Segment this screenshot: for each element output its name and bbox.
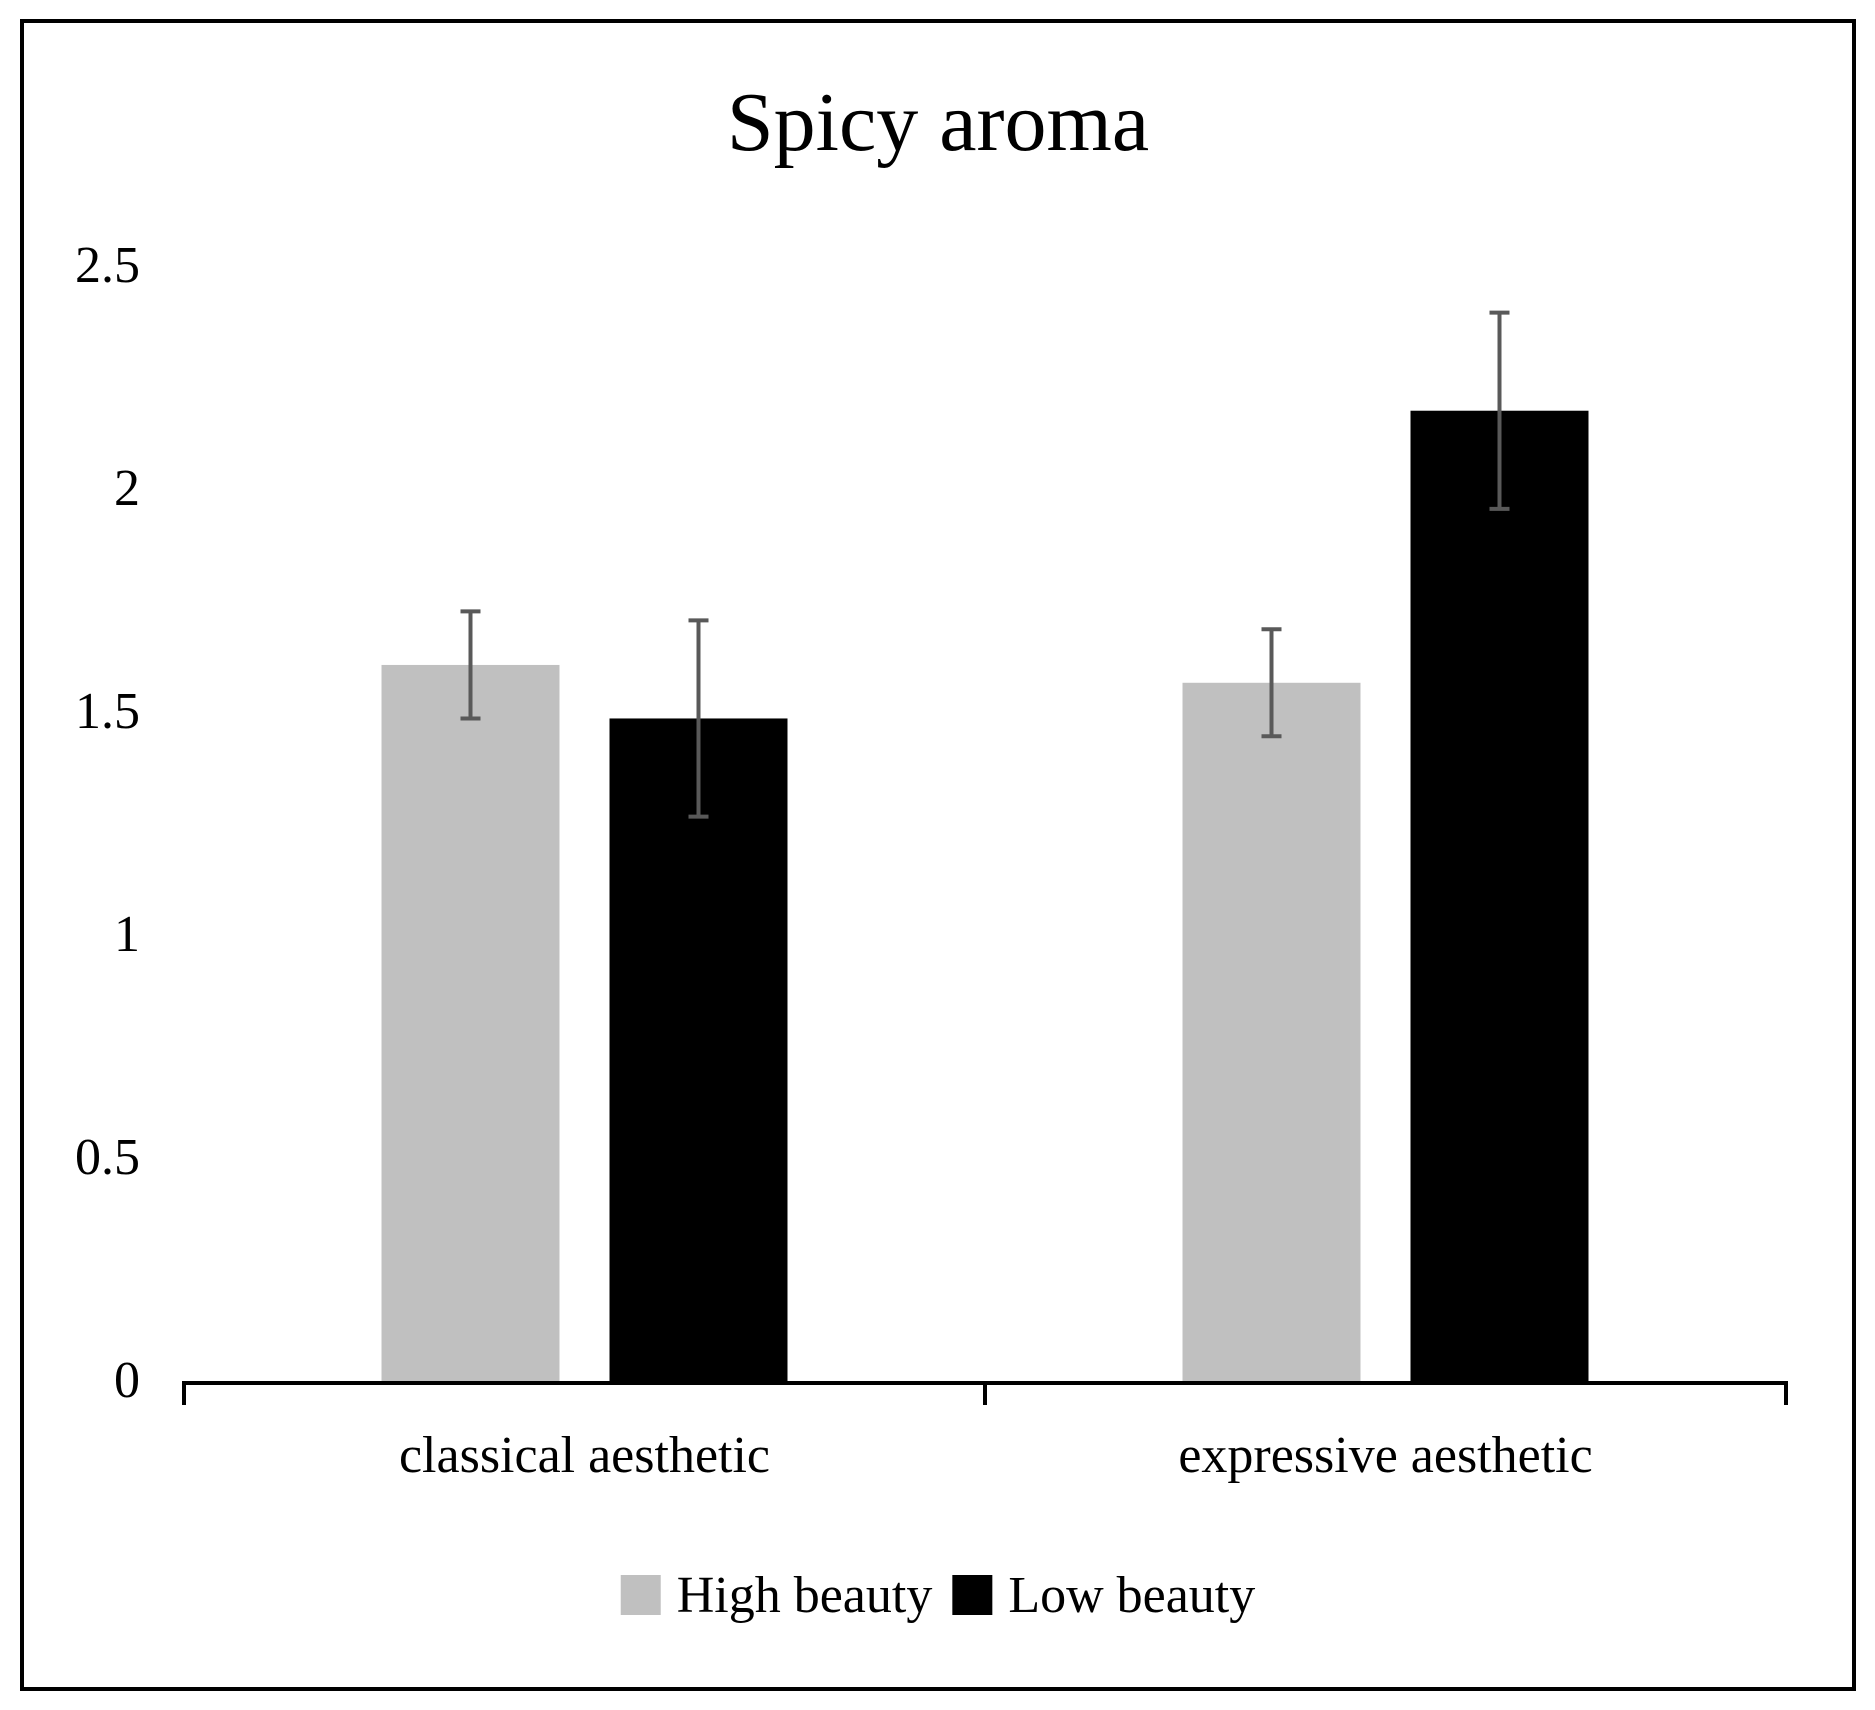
y-tick-label: 1.5 bbox=[75, 683, 140, 740]
x-category-label: classical aesthetic bbox=[399, 1427, 770, 1484]
legend-label: Low beauty bbox=[1008, 1567, 1255, 1624]
legend-label: High beauty bbox=[677, 1567, 933, 1624]
bars bbox=[381, 410, 1589, 1384]
chart-title: Spicy aroma bbox=[727, 76, 1149, 169]
x-axis-category-labels: classical aesthetic expressive aesthetic bbox=[399, 1427, 1593, 1484]
bar-low-beauty bbox=[1410, 410, 1589, 1384]
error-bars bbox=[460, 310, 1510, 819]
x-axis bbox=[182, 1381, 1788, 1405]
legend-swatch-high-beauty bbox=[620, 1575, 661, 1615]
legend-swatch-low-beauty bbox=[952, 1575, 993, 1615]
y-tick-label: 0 bbox=[114, 1352, 140, 1409]
y-tick-label: 1 bbox=[114, 906, 140, 963]
y-tick-label: 2.5 bbox=[75, 237, 140, 294]
y-tick-label: 2 bbox=[114, 460, 140, 517]
x-category-label: expressive aesthetic bbox=[1178, 1427, 1592, 1484]
bar-high-beauty bbox=[381, 664, 560, 1383]
bar-high-beauty bbox=[1182, 682, 1361, 1383]
y-tick-label: 0.5 bbox=[75, 1129, 140, 1186]
y-axis-tick-labels: 0 0.5 1 1.5 2 2.5 bbox=[75, 237, 140, 1409]
legend: High beauty Low beauty bbox=[620, 1567, 1255, 1624]
bar-low-beauty bbox=[609, 718, 788, 1383]
